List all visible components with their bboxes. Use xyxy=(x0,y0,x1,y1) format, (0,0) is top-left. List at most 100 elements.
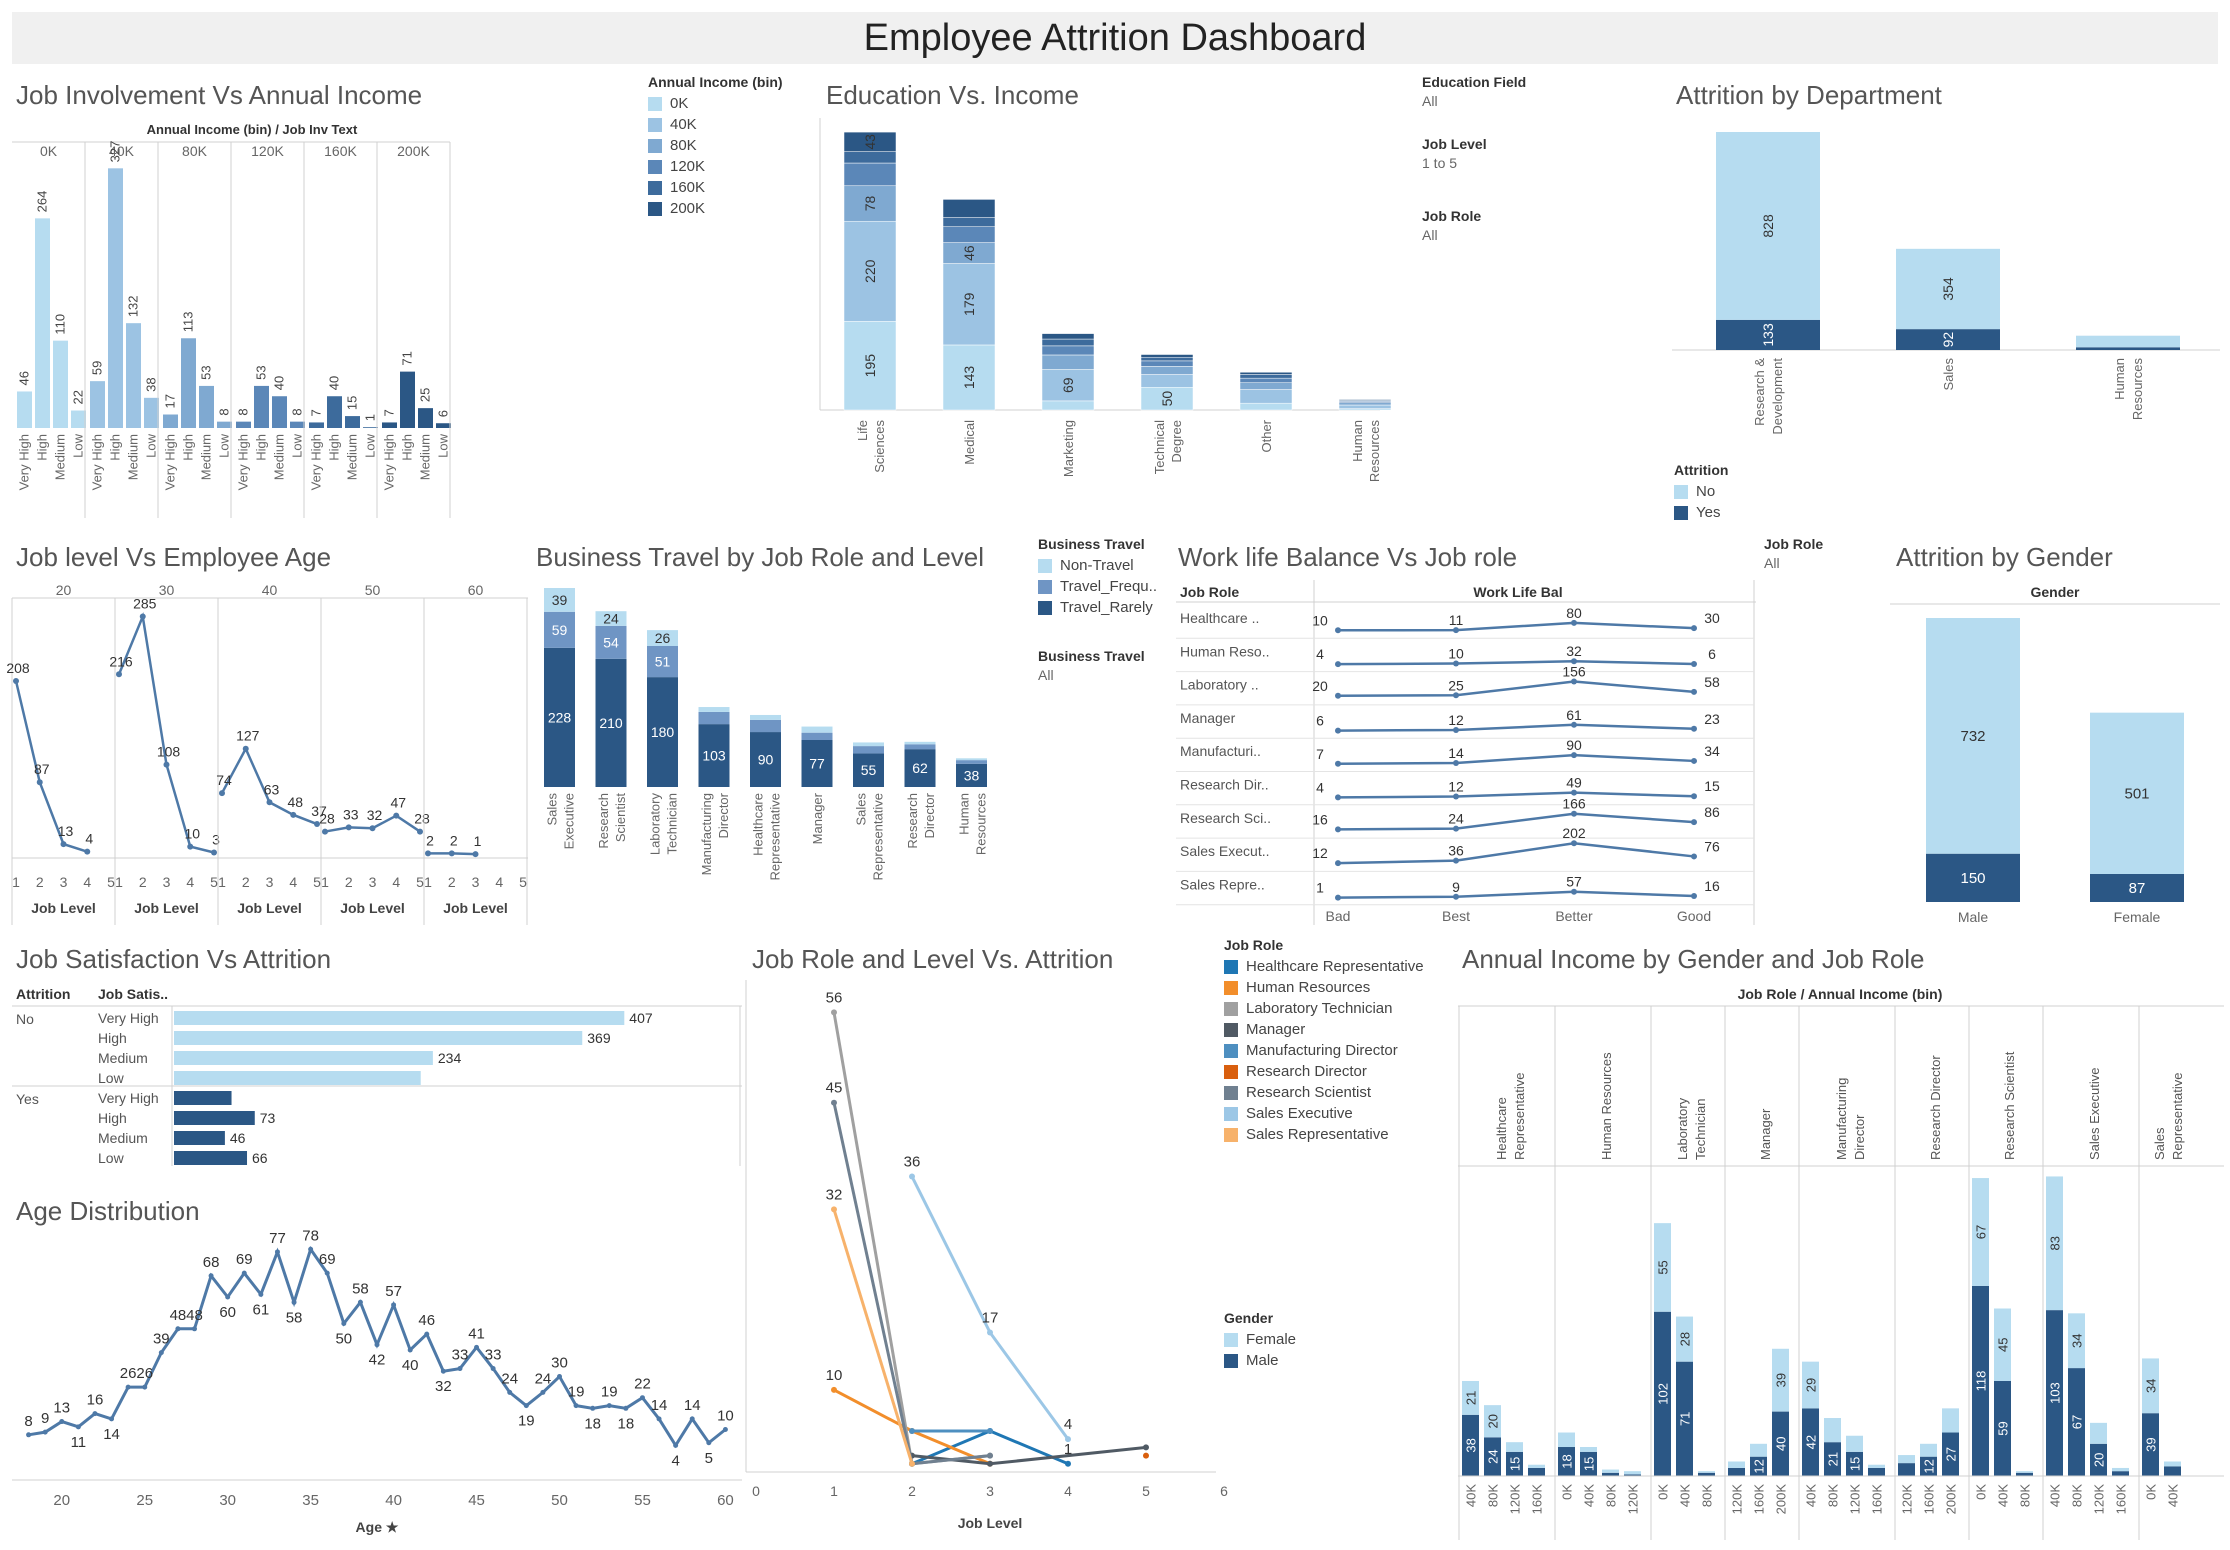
tick-label: Representative xyxy=(871,793,886,880)
bar-female xyxy=(2016,1471,2033,1473)
legend-item[interactable]: Travel_Frequ.. xyxy=(1038,576,1157,597)
data-label: 17 xyxy=(163,394,178,408)
filter-label: Job Role xyxy=(1422,208,1482,224)
legend-item[interactable]: Male xyxy=(1224,1350,1296,1371)
series-line xyxy=(1337,890,1695,899)
filter-value[interactable]: All xyxy=(1764,555,1780,571)
tick-label: High xyxy=(400,434,415,461)
bar xyxy=(254,385,269,428)
data-point xyxy=(322,828,328,835)
job-role-filter[interactable]: Job Role All xyxy=(1422,208,1481,243)
data-label: 63 xyxy=(264,781,280,797)
bar xyxy=(309,422,324,428)
tick-label: 1 xyxy=(115,874,123,890)
job-role-filter-2[interactable]: Job Role All xyxy=(1764,536,1823,571)
data-label: 285 xyxy=(133,596,157,612)
data-point xyxy=(357,1299,363,1305)
legend-item[interactable]: No xyxy=(1674,481,1728,502)
bar-male xyxy=(1824,1442,1841,1476)
legend-item[interactable]: Research Director xyxy=(1224,1061,1424,1082)
bar-male xyxy=(1580,1451,1597,1476)
legend-label: Male xyxy=(1246,1352,1279,1369)
bar-female xyxy=(2164,1461,2181,1467)
data-point xyxy=(1571,678,1577,685)
legend-label: Non-Travel xyxy=(1060,557,1134,574)
bar xyxy=(382,422,397,428)
data-point xyxy=(208,1273,214,1279)
data-point xyxy=(722,1427,728,1432)
data-point xyxy=(1691,757,1697,764)
legend-item[interactable]: Manager xyxy=(1224,1019,1424,1040)
business-travel-filter[interactable]: Business Travel All xyxy=(1038,648,1145,683)
data-label: 13 xyxy=(58,823,74,839)
tick-label: 120K xyxy=(1730,1484,1745,1515)
filter-value[interactable]: 1 to 5 xyxy=(1422,155,1458,171)
filter-value[interactable]: All xyxy=(1038,667,1054,683)
data-point xyxy=(706,1440,712,1446)
data-point xyxy=(573,1403,579,1409)
data-label: 102 xyxy=(1656,1383,1671,1405)
data-point xyxy=(142,1384,148,1390)
data-point xyxy=(1335,692,1341,699)
job-level-filter[interactable]: Job Level 1 to 5 xyxy=(1422,136,1487,171)
legend-item[interactable]: 0K xyxy=(648,93,783,114)
data-label: 40 xyxy=(327,376,342,390)
data-label: 50 xyxy=(1159,391,1175,407)
legend-item[interactable]: 200K xyxy=(648,198,783,219)
data-label: 71 xyxy=(400,351,415,365)
legend-item[interactable]: Travel_Rarely xyxy=(1038,597,1157,618)
tick-label: Technical xyxy=(1152,420,1167,474)
data-label: 6 xyxy=(436,410,451,417)
legend-item[interactable]: Manufacturing Director xyxy=(1224,1040,1424,1061)
data-label: 19 xyxy=(601,1384,618,1401)
legend-item[interactable]: Yes xyxy=(1674,502,1728,523)
bar-female xyxy=(1558,1432,1575,1448)
data-point xyxy=(523,1403,529,1409)
bar-female xyxy=(1602,1469,1619,1473)
filter-value[interactable]: All xyxy=(1422,93,1438,109)
data-label: 24 xyxy=(501,1370,518,1387)
tick-label: Bad xyxy=(1326,908,1351,924)
data-point xyxy=(341,1321,347,1326)
legend-item[interactable]: 80K xyxy=(648,135,783,156)
legend-label: Female xyxy=(1246,1331,1297,1348)
legend-item[interactable]: Healthcare Representative xyxy=(1224,956,1424,977)
legend-item[interactable]: 120K xyxy=(648,156,783,177)
bar-female xyxy=(1698,1471,1715,1473)
legend-item[interactable]: Laboratory Technician xyxy=(1224,998,1424,1019)
legend-item[interactable]: Research Scientist xyxy=(1224,1082,1424,1103)
tick-label: 40K xyxy=(1464,1484,1479,1507)
tick-label: Director xyxy=(716,792,731,838)
data-label: 20 xyxy=(1486,1414,1501,1428)
row-label: Low xyxy=(98,1150,125,1166)
group-label: 160K xyxy=(324,143,357,159)
data-label: 113 xyxy=(181,312,196,333)
bar xyxy=(90,381,105,428)
data-label: 58 xyxy=(352,1280,369,1297)
legend-item[interactable]: Non-Travel xyxy=(1038,555,1157,576)
filter-label: Job Role xyxy=(1764,536,1824,552)
data-label: 10 xyxy=(184,826,200,842)
tick-label: 80K xyxy=(1486,1484,1501,1507)
bar-segment xyxy=(750,714,781,720)
data-point xyxy=(1453,726,1459,733)
bar xyxy=(363,427,378,428)
tick-label: 4 xyxy=(495,874,503,890)
education-field-filter[interactable]: Education Field All xyxy=(1422,74,1526,109)
legend-item[interactable]: Sales Representative xyxy=(1224,1124,1424,1145)
bar-male xyxy=(1462,1414,1479,1476)
data-label: 12 xyxy=(1448,712,1464,728)
bar-segment xyxy=(1239,402,1293,411)
filter-value[interactable]: All xyxy=(1422,227,1438,243)
legend-item[interactable]: Sales Executive xyxy=(1224,1103,1424,1124)
tick-label: Marketing xyxy=(1061,420,1076,477)
bar-female xyxy=(2112,1467,2129,1472)
bar-female xyxy=(1802,1361,1819,1409)
legend-item[interactable]: Human Resources xyxy=(1224,977,1424,998)
legend-item[interactable]: 40K xyxy=(648,114,783,135)
bar-male xyxy=(1868,1467,1885,1476)
data-label: 46 xyxy=(961,245,977,261)
bar-segment xyxy=(904,744,936,750)
legend-item[interactable]: 160K xyxy=(648,177,783,198)
legend-item[interactable]: Female xyxy=(1224,1329,1296,1350)
